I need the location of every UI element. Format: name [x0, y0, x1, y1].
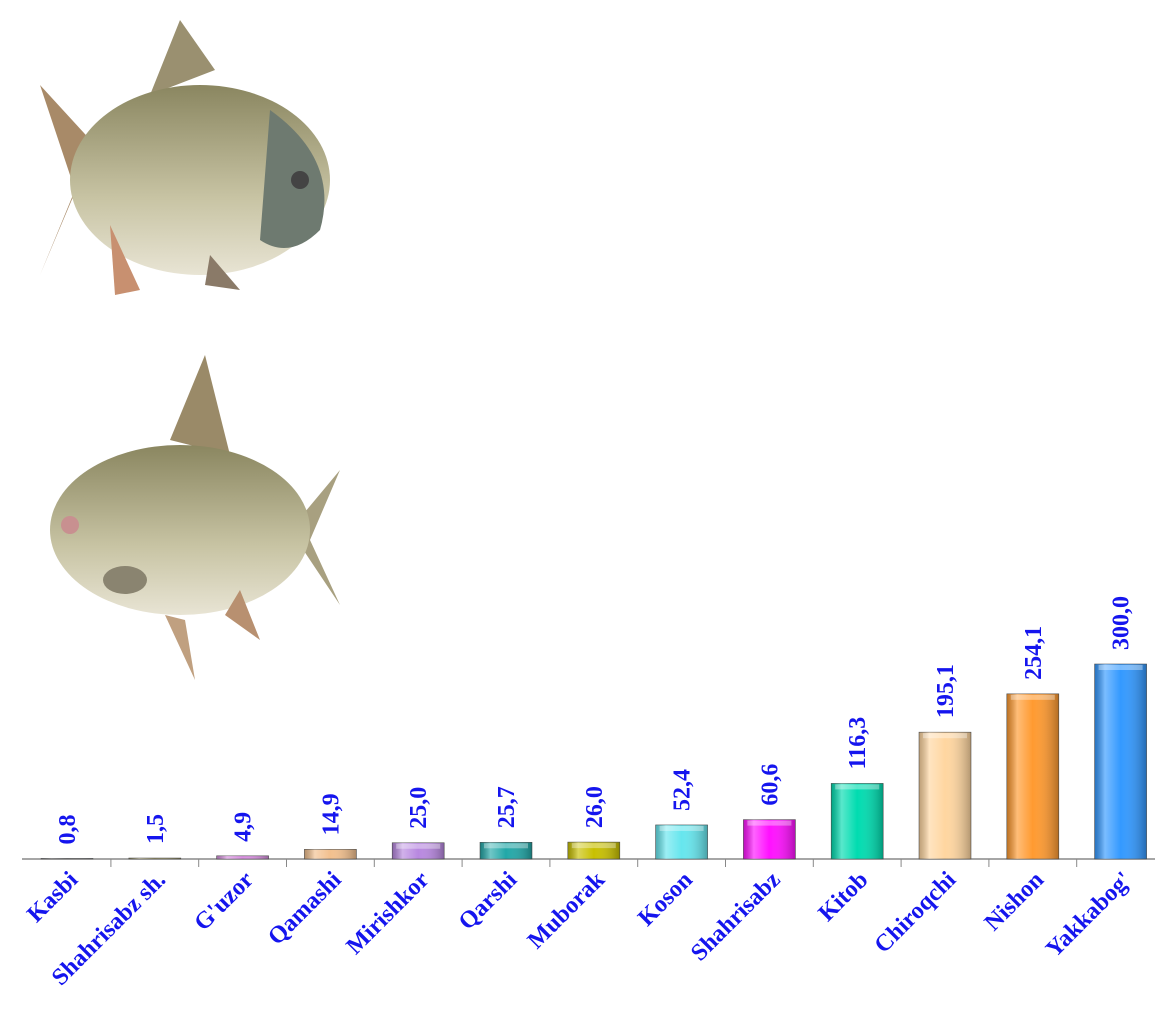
bar-shine — [831, 783, 884, 859]
bar-shine — [128, 858, 181, 859]
bar-cap — [484, 843, 528, 849]
value-label: 195,1 — [933, 664, 959, 718]
bar-cap — [659, 825, 704, 831]
bar-shine — [304, 849, 357, 859]
bar-cap — [1010, 694, 1055, 700]
bar-cap — [571, 843, 616, 849]
bar-cap — [747, 820, 792, 826]
value-label: 1,5 — [143, 814, 169, 844]
bar-shine — [1006, 693, 1059, 859]
value-label: 116,3 — [845, 717, 871, 770]
value-label: 52,4 — [670, 769, 696, 811]
bar-cap — [396, 843, 441, 849]
bar-shine — [743, 819, 796, 859]
x-tick-label: G'uzor — [190, 867, 260, 937]
value-label: 4,9 — [231, 812, 257, 842]
value-label: 25,0 — [406, 787, 432, 829]
value-label: 26,0 — [582, 786, 608, 828]
x-tick-label: Mirishkor — [342, 867, 435, 960]
bar-shine — [919, 732, 971, 859]
value-label: 300,0 — [1109, 596, 1135, 650]
x-tick-label: Muborak — [523, 866, 611, 954]
x-tick-label: Yakkabog' — [1041, 867, 1137, 963]
x-tick-label: Nishon — [980, 867, 1049, 936]
value-label: 14,9 — [318, 793, 344, 835]
bream-image — [50, 355, 340, 680]
bar-shine — [480, 842, 532, 859]
value-label: 25,7 — [494, 786, 520, 828]
bar-shine — [216, 855, 269, 859]
value-label: 254,1 — [1021, 626, 1047, 680]
x-tick-label: Qarshi — [454, 867, 523, 936]
x-tick-label: Koson — [633, 867, 698, 932]
value-label: 60,6 — [757, 764, 783, 806]
value-label: 0,8 — [55, 814, 81, 844]
bar-shine — [567, 842, 620, 859]
bar-cap — [923, 733, 967, 739]
bar-shine — [655, 824, 708, 859]
bar-cap — [1098, 665, 1143, 670]
bar-shine — [392, 842, 445, 859]
bar-shine — [1094, 664, 1147, 859]
bar-cap — [835, 784, 880, 790]
x-tick-label: Kitob — [814, 867, 874, 927]
bar-shine — [41, 858, 93, 859]
x-tick-label: Kasbi — [22, 867, 83, 928]
carp-image — [40, 20, 330, 295]
fish-illustrations — [40, 20, 340, 680]
x-tick-label: Shahrisabz — [686, 867, 786, 967]
x-tick-label: Qamashi — [263, 867, 347, 951]
x-tick-label: Chiroqchi — [870, 867, 962, 959]
